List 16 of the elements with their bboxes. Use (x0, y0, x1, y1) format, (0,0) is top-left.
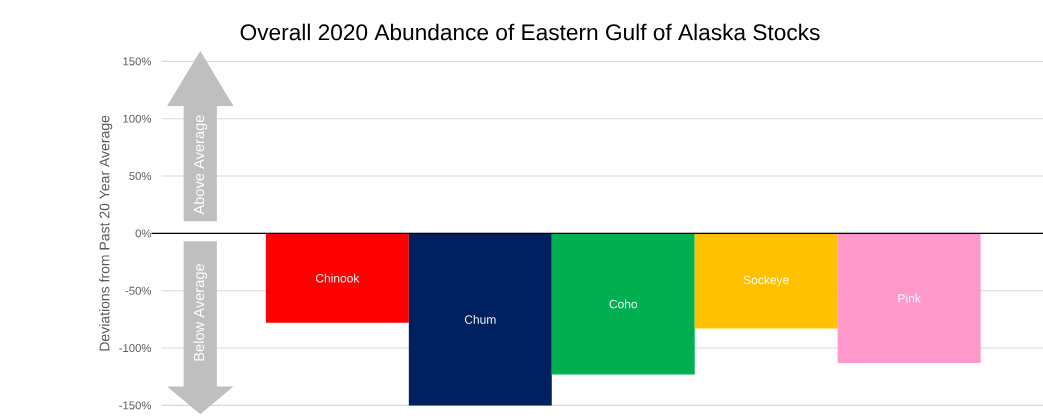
y-tick-label: 50% (129, 172, 152, 181)
y-axis-title: Deviations from Past 20 Year Average (99, 115, 113, 351)
y-tick-label: 100% (123, 114, 152, 123)
x-tick-label: Chum (464, 314, 496, 324)
y-tick-label: -150% (119, 401, 152, 410)
x-tick-label: Pink (898, 293, 921, 303)
x-tick-label: Sockeye (743, 275, 789, 287)
chart-title: Overall 2020 Abundance of Eastern Gulf of Alaska Stocks (240, 23, 820, 41)
y-tick-label: -50% (125, 286, 152, 295)
y-tick-label: -100% (119, 344, 152, 353)
annotation: Above Average (193, 115, 208, 215)
y-tick-label: 150% (123, 57, 152, 66)
x-tick-label: Coho (609, 299, 638, 309)
y-tick-label: 0% (135, 229, 152, 238)
x-tick-label: Chinook (315, 273, 360, 283)
annotation: Below Average (193, 263, 208, 361)
